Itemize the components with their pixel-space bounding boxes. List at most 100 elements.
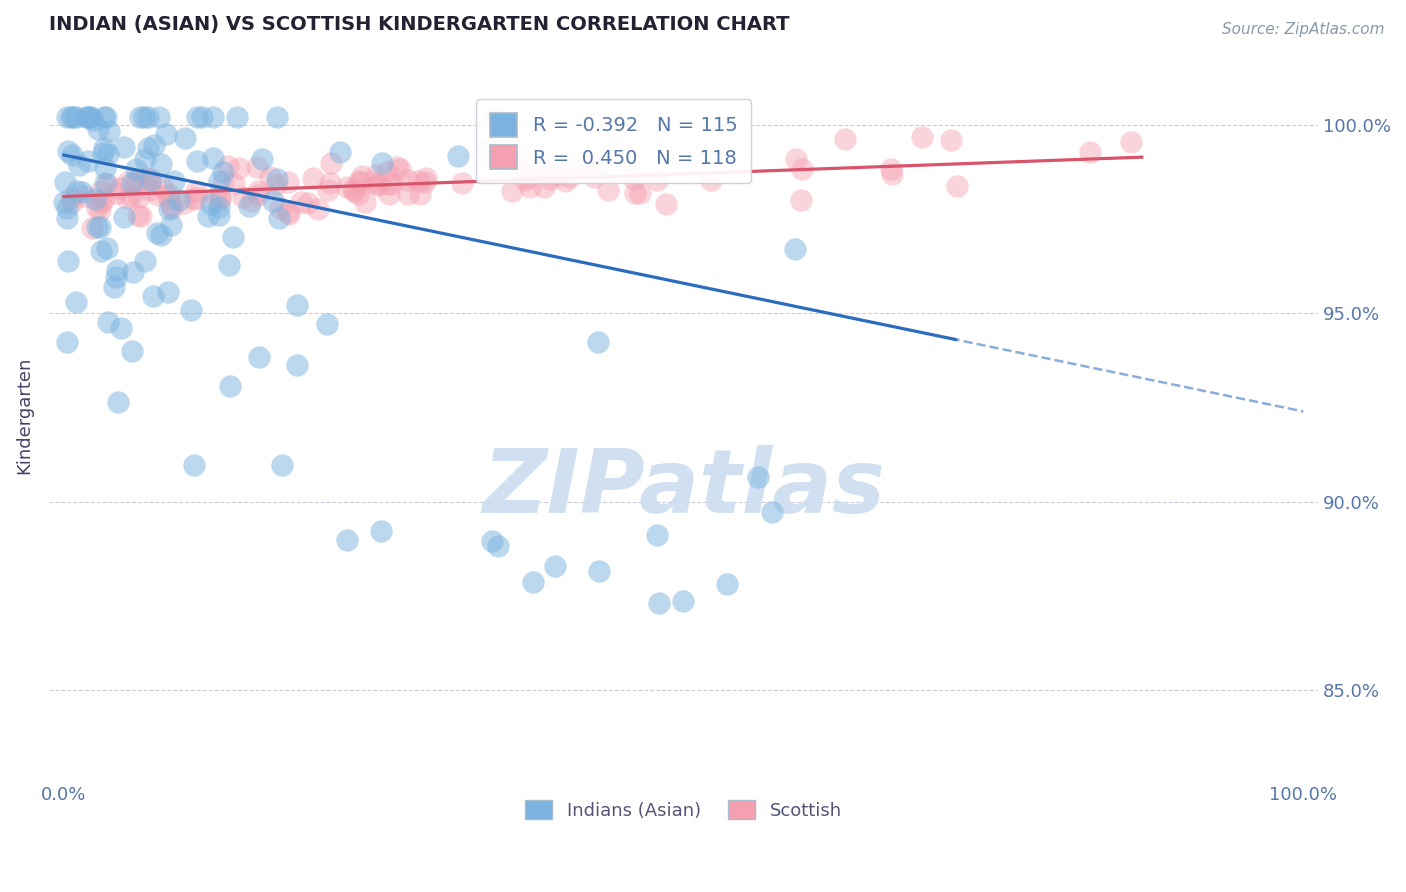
Point [513, 173, 536, 187]
Point [62, 111, 84, 125]
Point [58, 144, 80, 158]
Point [160, 198, 183, 212]
Point [481, 533, 503, 548]
Point [266, 111, 288, 125]
Point [107, 394, 129, 409]
Point [911, 129, 934, 144]
Point [285, 358, 308, 372]
Point [716, 577, 738, 591]
Point [60, 148, 83, 162]
Point [149, 228, 172, 243]
Point [200, 196, 222, 211]
Point [789, 194, 811, 208]
Point [142, 289, 165, 303]
Point [56, 111, 79, 125]
Point [160, 219, 183, 233]
Point [517, 169, 540, 184]
Point [277, 205, 299, 219]
Point [82, 113, 104, 128]
Point [121, 177, 143, 191]
Point [120, 188, 142, 202]
Point [277, 175, 299, 189]
Point [336, 533, 359, 548]
Point [208, 174, 231, 188]
Point [486, 539, 509, 553]
Point [136, 111, 159, 125]
Point [155, 127, 177, 141]
Point [67, 158, 90, 172]
Point [269, 201, 291, 215]
Point [55, 201, 77, 215]
Point [508, 149, 530, 163]
Point [139, 172, 162, 186]
Point [307, 202, 329, 217]
Point [302, 170, 325, 185]
Point [90, 195, 112, 210]
Point [79, 111, 101, 125]
Point [86, 220, 108, 235]
Point [121, 265, 143, 279]
Point [349, 175, 371, 189]
Point [1078, 145, 1101, 160]
Point [117, 175, 139, 189]
Point [409, 187, 432, 202]
Point [97, 315, 120, 329]
Point [761, 505, 783, 519]
Point [586, 334, 609, 349]
Point [135, 171, 157, 186]
Point [202, 151, 225, 165]
Text: ZIPatlas: ZIPatlas [482, 445, 884, 532]
Point [447, 149, 470, 163]
Point [354, 195, 377, 210]
Point [538, 171, 561, 186]
Y-axis label: Kindergarten: Kindergarten [15, 357, 32, 474]
Point [588, 564, 610, 578]
Point [87, 122, 110, 136]
Point [59, 191, 82, 205]
Point [127, 208, 149, 222]
Point [108, 181, 131, 195]
Point [127, 176, 149, 190]
Point [623, 172, 645, 186]
Point [186, 111, 208, 125]
Point [112, 210, 135, 224]
Point [343, 184, 366, 198]
Point [415, 171, 437, 186]
Point [94, 161, 117, 175]
Point [60, 111, 83, 125]
Point [208, 208, 231, 222]
Point [184, 191, 207, 205]
Point [530, 161, 553, 175]
Point [149, 157, 172, 171]
Point [560, 170, 582, 185]
Point [134, 152, 156, 166]
Point [266, 172, 288, 186]
Point [208, 200, 231, 214]
Point [543, 558, 565, 573]
Point [143, 138, 166, 153]
Point [297, 195, 319, 210]
Point [259, 169, 281, 184]
Point [785, 153, 807, 167]
Point [112, 140, 135, 154]
Point [83, 192, 105, 206]
Point [167, 193, 190, 207]
Point [197, 209, 219, 223]
Point [98, 124, 121, 138]
Point [190, 111, 212, 125]
Point [346, 186, 368, 201]
Point [406, 174, 429, 188]
Point [396, 173, 419, 187]
Point [138, 183, 160, 197]
Point [239, 194, 262, 208]
Point [66, 184, 89, 198]
Text: Source: ZipAtlas.com: Source: ZipAtlas.com [1222, 22, 1385, 37]
Point [321, 156, 343, 170]
Point [790, 162, 813, 177]
Point [186, 185, 208, 199]
Point [173, 196, 195, 211]
Point [217, 159, 239, 173]
Point [783, 242, 806, 256]
Point [90, 244, 112, 259]
Point [271, 458, 294, 472]
